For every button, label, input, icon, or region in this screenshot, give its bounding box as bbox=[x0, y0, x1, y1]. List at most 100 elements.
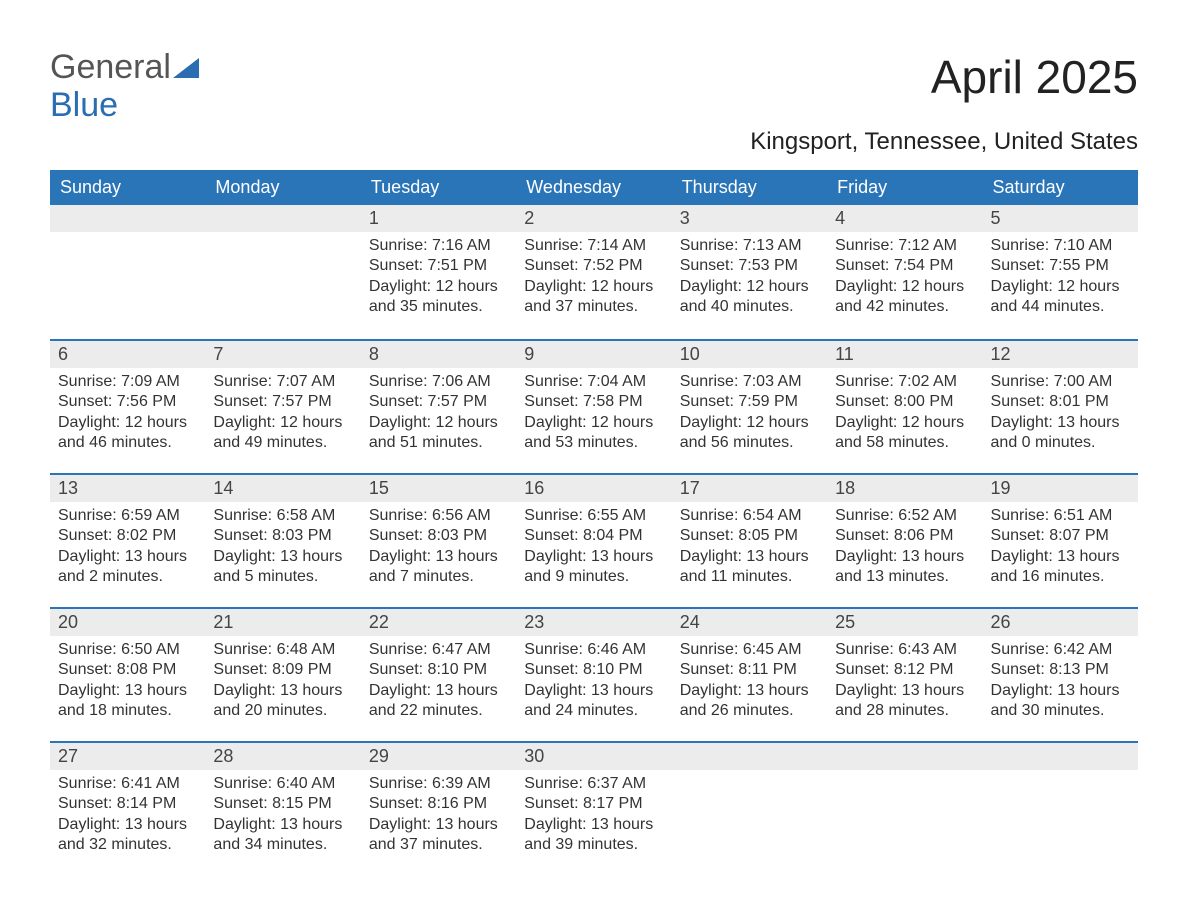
daylight-line: Daylight: 13 hours and 24 minutes. bbox=[524, 681, 663, 722]
day-number bbox=[205, 205, 360, 232]
sunrise-line: Sunrise: 7:03 AM bbox=[680, 372, 819, 392]
day-number: 30 bbox=[516, 741, 671, 770]
daylight-line: Daylight: 12 hours and 58 minutes. bbox=[835, 413, 974, 454]
sunset-line: Sunset: 8:10 PM bbox=[369, 660, 508, 680]
sunset-line: Sunset: 8:00 PM bbox=[835, 392, 974, 412]
sunrise-line: Sunrise: 7:13 AM bbox=[680, 236, 819, 256]
sunset-line: Sunset: 7:57 PM bbox=[369, 392, 508, 412]
calendar-cell: 9Sunrise: 7:04 AMSunset: 7:58 PMDaylight… bbox=[516, 339, 671, 473]
day-body: Sunrise: 7:06 AMSunset: 7:57 PMDaylight:… bbox=[361, 368, 516, 462]
sunrise-line: Sunrise: 6:37 AM bbox=[524, 774, 663, 794]
calendar-cell bbox=[205, 205, 360, 339]
day-body: Sunrise: 7:09 AMSunset: 7:56 PMDaylight:… bbox=[50, 368, 205, 462]
sunset-line: Sunset: 8:16 PM bbox=[369, 794, 508, 814]
day-body: Sunrise: 6:56 AMSunset: 8:03 PMDaylight:… bbox=[361, 502, 516, 596]
day-number: 10 bbox=[672, 339, 827, 368]
sunrise-line: Sunrise: 6:43 AM bbox=[835, 640, 974, 660]
day-number: 7 bbox=[205, 339, 360, 368]
calendar-cell: 22Sunrise: 6:47 AMSunset: 8:10 PMDayligh… bbox=[361, 607, 516, 741]
day-number bbox=[50, 205, 205, 232]
daylight-line: Daylight: 13 hours and 20 minutes. bbox=[213, 681, 352, 722]
logo: General Blue bbox=[50, 50, 199, 122]
daylight-line: Daylight: 12 hours and 40 minutes. bbox=[680, 277, 819, 318]
calendar-week-row: 20Sunrise: 6:50 AMSunset: 8:08 PMDayligh… bbox=[50, 607, 1138, 741]
day-number: 18 bbox=[827, 473, 982, 502]
day-body: Sunrise: 6:55 AMSunset: 8:04 PMDaylight:… bbox=[516, 502, 671, 596]
daylight-line: Daylight: 13 hours and 39 minutes. bbox=[524, 815, 663, 856]
day-body: Sunrise: 6:51 AMSunset: 8:07 PMDaylight:… bbox=[983, 502, 1138, 596]
day-number: 14 bbox=[205, 473, 360, 502]
day-body: Sunrise: 7:02 AMSunset: 8:00 PMDaylight:… bbox=[827, 368, 982, 462]
daylight-line: Daylight: 12 hours and 46 minutes. bbox=[58, 413, 197, 454]
day-number bbox=[672, 741, 827, 770]
sunrise-line: Sunrise: 7:14 AM bbox=[524, 236, 663, 256]
sunset-line: Sunset: 7:55 PM bbox=[991, 256, 1130, 276]
day-body: Sunrise: 7:13 AMSunset: 7:53 PMDaylight:… bbox=[672, 232, 827, 326]
daylight-line: Daylight: 13 hours and 13 minutes. bbox=[835, 547, 974, 588]
daylight-line: Daylight: 13 hours and 16 minutes. bbox=[991, 547, 1130, 588]
daylight-line: Daylight: 13 hours and 30 minutes. bbox=[991, 681, 1130, 722]
sunrise-line: Sunrise: 6:51 AM bbox=[991, 506, 1130, 526]
sunset-line: Sunset: 8:10 PM bbox=[524, 660, 663, 680]
calendar-cell: 26Sunrise: 6:42 AMSunset: 8:13 PMDayligh… bbox=[983, 607, 1138, 741]
day-body: Sunrise: 6:48 AMSunset: 8:09 PMDaylight:… bbox=[205, 636, 360, 730]
sunrise-line: Sunrise: 7:16 AM bbox=[369, 236, 508, 256]
sunset-line: Sunset: 8:03 PM bbox=[369, 526, 508, 546]
sunrise-line: Sunrise: 7:02 AM bbox=[835, 372, 974, 392]
sunrise-line: Sunrise: 6:52 AM bbox=[835, 506, 974, 526]
day-number: 5 bbox=[983, 205, 1138, 232]
sunset-line: Sunset: 8:01 PM bbox=[991, 392, 1130, 412]
weekday-header: Wednesday bbox=[516, 170, 671, 205]
calendar-cell: 17Sunrise: 6:54 AMSunset: 8:05 PMDayligh… bbox=[672, 473, 827, 607]
sunset-line: Sunset: 8:02 PM bbox=[58, 526, 197, 546]
sunrise-line: Sunrise: 6:39 AM bbox=[369, 774, 508, 794]
day-body bbox=[672, 770, 827, 782]
calendar-cell: 7Sunrise: 7:07 AMSunset: 7:57 PMDaylight… bbox=[205, 339, 360, 473]
day-number: 9 bbox=[516, 339, 671, 368]
day-number: 20 bbox=[50, 607, 205, 636]
sunset-line: Sunset: 8:13 PM bbox=[991, 660, 1130, 680]
sunset-line: Sunset: 7:53 PM bbox=[680, 256, 819, 276]
daylight-line: Daylight: 13 hours and 34 minutes. bbox=[213, 815, 352, 856]
calendar-cell: 29Sunrise: 6:39 AMSunset: 8:16 PMDayligh… bbox=[361, 741, 516, 875]
day-number bbox=[983, 741, 1138, 770]
daylight-line: Daylight: 13 hours and 5 minutes. bbox=[213, 547, 352, 588]
daylight-line: Daylight: 12 hours and 35 minutes. bbox=[369, 277, 508, 318]
calendar-cell bbox=[827, 741, 982, 875]
sunset-line: Sunset: 8:15 PM bbox=[213, 794, 352, 814]
daylight-line: Daylight: 13 hours and 26 minutes. bbox=[680, 681, 819, 722]
day-body: Sunrise: 6:40 AMSunset: 8:15 PMDaylight:… bbox=[205, 770, 360, 864]
sunset-line: Sunset: 8:09 PM bbox=[213, 660, 352, 680]
sunrise-line: Sunrise: 6:40 AM bbox=[213, 774, 352, 794]
sunrise-line: Sunrise: 6:46 AM bbox=[524, 640, 663, 660]
daylight-line: Daylight: 13 hours and 11 minutes. bbox=[680, 547, 819, 588]
sunset-line: Sunset: 8:06 PM bbox=[835, 526, 974, 546]
sunrise-line: Sunrise: 7:07 AM bbox=[213, 372, 352, 392]
day-number: 25 bbox=[827, 607, 982, 636]
day-body bbox=[827, 770, 982, 782]
weekday-header: Monday bbox=[205, 170, 360, 205]
day-number: 17 bbox=[672, 473, 827, 502]
day-body: Sunrise: 7:12 AMSunset: 7:54 PMDaylight:… bbox=[827, 232, 982, 326]
sunrise-line: Sunrise: 7:06 AM bbox=[369, 372, 508, 392]
day-body: Sunrise: 6:42 AMSunset: 8:13 PMDaylight:… bbox=[983, 636, 1138, 730]
day-number: 4 bbox=[827, 205, 982, 232]
daylight-line: Daylight: 13 hours and 28 minutes. bbox=[835, 681, 974, 722]
sunrise-line: Sunrise: 6:58 AM bbox=[213, 506, 352, 526]
day-number: 29 bbox=[361, 741, 516, 770]
day-body: Sunrise: 6:46 AMSunset: 8:10 PMDaylight:… bbox=[516, 636, 671, 730]
calendar-cell: 25Sunrise: 6:43 AMSunset: 8:12 PMDayligh… bbox=[827, 607, 982, 741]
calendar-cell bbox=[983, 741, 1138, 875]
sunrise-line: Sunrise: 6:56 AM bbox=[369, 506, 508, 526]
calendar-cell: 27Sunrise: 6:41 AMSunset: 8:14 PMDayligh… bbox=[50, 741, 205, 875]
calendar-cell: 19Sunrise: 6:51 AMSunset: 8:07 PMDayligh… bbox=[983, 473, 1138, 607]
day-body: Sunrise: 6:43 AMSunset: 8:12 PMDaylight:… bbox=[827, 636, 982, 730]
day-body: Sunrise: 6:58 AMSunset: 8:03 PMDaylight:… bbox=[205, 502, 360, 596]
day-number: 15 bbox=[361, 473, 516, 502]
calendar-cell: 13Sunrise: 6:59 AMSunset: 8:02 PMDayligh… bbox=[50, 473, 205, 607]
day-body: Sunrise: 6:37 AMSunset: 8:17 PMDaylight:… bbox=[516, 770, 671, 864]
calendar-cell: 15Sunrise: 6:56 AMSunset: 8:03 PMDayligh… bbox=[361, 473, 516, 607]
calendar-cell: 2Sunrise: 7:14 AMSunset: 7:52 PMDaylight… bbox=[516, 205, 671, 339]
sunrise-line: Sunrise: 6:42 AM bbox=[991, 640, 1130, 660]
day-body: Sunrise: 6:45 AMSunset: 8:11 PMDaylight:… bbox=[672, 636, 827, 730]
